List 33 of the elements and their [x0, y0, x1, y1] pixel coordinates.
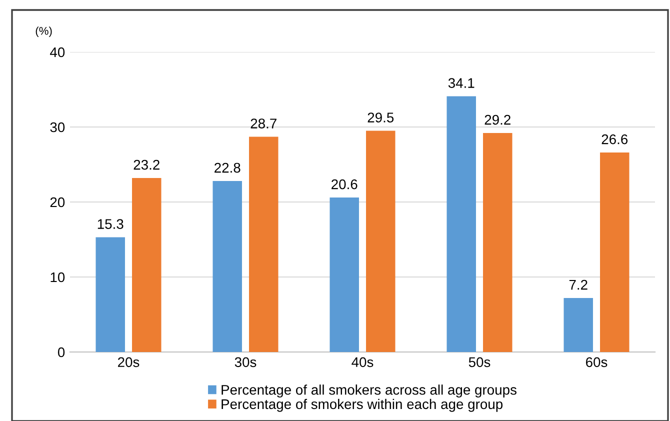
data-label: 23.2	[134, 160, 160, 170]
x-tick-label: 40s	[352, 357, 374, 368]
bar	[483, 133, 512, 352]
y-tick-label: 30	[50, 122, 65, 132]
data-label: 15.3	[98, 219, 124, 229]
data-label: 22.8	[214, 162, 240, 173]
legend-label: Percentage of all smokers across all age groups	[222, 384, 516, 398]
data-label: 29.2	[484, 114, 510, 125]
y-tick-label: 40	[50, 47, 65, 58]
data-label: 26.6	[602, 134, 628, 144]
bar	[249, 136, 278, 352]
x-tick-label: 50s	[468, 357, 490, 368]
bar	[446, 96, 476, 352]
data-label: 20.6	[332, 179, 358, 190]
y-tick-label: 20	[50, 197, 65, 208]
x-tick-label: 60s	[586, 357, 608, 368]
bar	[212, 181, 242, 352]
bar	[564, 298, 593, 352]
bar	[366, 130, 396, 352]
bar	[132, 178, 162, 352]
x-tick-label: 30s	[234, 357, 256, 368]
x-tick-label: 20s	[118, 357, 140, 368]
data-label: 34.1	[448, 78, 474, 88]
y-axis-title: (%)	[36, 26, 52, 37]
y-tick-label: 0	[58, 347, 65, 358]
y-tick-label: 10	[50, 272, 65, 282]
data-label: 7.2	[569, 280, 588, 290]
bar	[96, 237, 125, 352]
bar	[600, 152, 630, 352]
legend-label: Percentage of smokers within each age group	[222, 398, 503, 412]
data-label: 28.7	[250, 118, 276, 128]
bar	[330, 198, 359, 352]
data-label: 29.5	[368, 112, 394, 122]
